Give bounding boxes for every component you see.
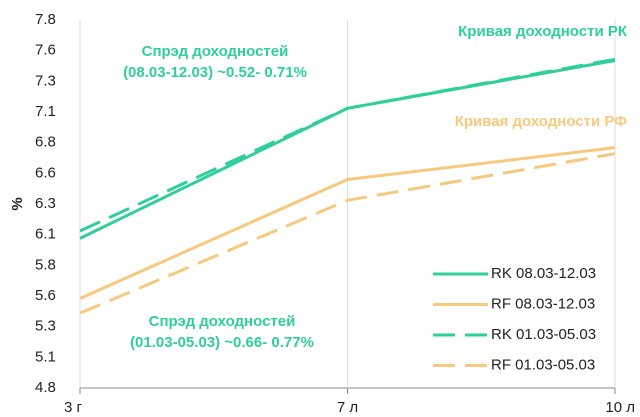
y-tick-label: 5.6: [35, 287, 56, 304]
y-tick-label: 6.1: [35, 226, 56, 243]
legend-label: RF 08.03-12.03: [491, 295, 595, 312]
y-tick-label: 6.8: [35, 134, 56, 151]
y-tick-label: 6.6: [35, 164, 56, 181]
y-tick-label: 7.6: [35, 42, 56, 59]
legend-label: RK 08.03-12.03: [491, 265, 596, 282]
series-line: [79, 57, 616, 233]
annotation: Спрэд доходностей: [142, 43, 289, 60]
x-tick-label: 3 г: [64, 399, 83, 416]
y-tick-label: 7.3: [35, 72, 56, 89]
y-tick-label: 7.1: [35, 103, 56, 120]
y-axis-label: %: [9, 197, 26, 210]
series-line: [79, 152, 616, 315]
x-tick-label: 10 л: [605, 399, 635, 416]
annotation: Кривая доходности РК: [458, 23, 628, 40]
annotation: Кривая доходности РФ: [455, 113, 627, 130]
annotation: (08.03-12.03) ~0.52- 0.71%: [123, 64, 307, 81]
annotation: Спрэд доходностей: [149, 313, 296, 330]
y-tick-label: 5.8: [35, 256, 56, 273]
y-tick-label: 4.8: [35, 379, 56, 396]
y-tick-label: 5.1: [35, 348, 56, 365]
legend-label: RF 01.03-05.03: [491, 356, 595, 373]
y-tick-label: 5.3: [35, 318, 56, 335]
y-tick-label: 6.3: [35, 195, 56, 212]
legend-label: RK 01.03-05.03: [491, 326, 596, 343]
y-tick-label: 7.8: [35, 11, 56, 28]
annotation: (01.03-05.03) ~0.66- 0.77%: [130, 334, 314, 351]
x-tick-label: 7 л: [337, 399, 358, 416]
series-line: [79, 146, 616, 300]
